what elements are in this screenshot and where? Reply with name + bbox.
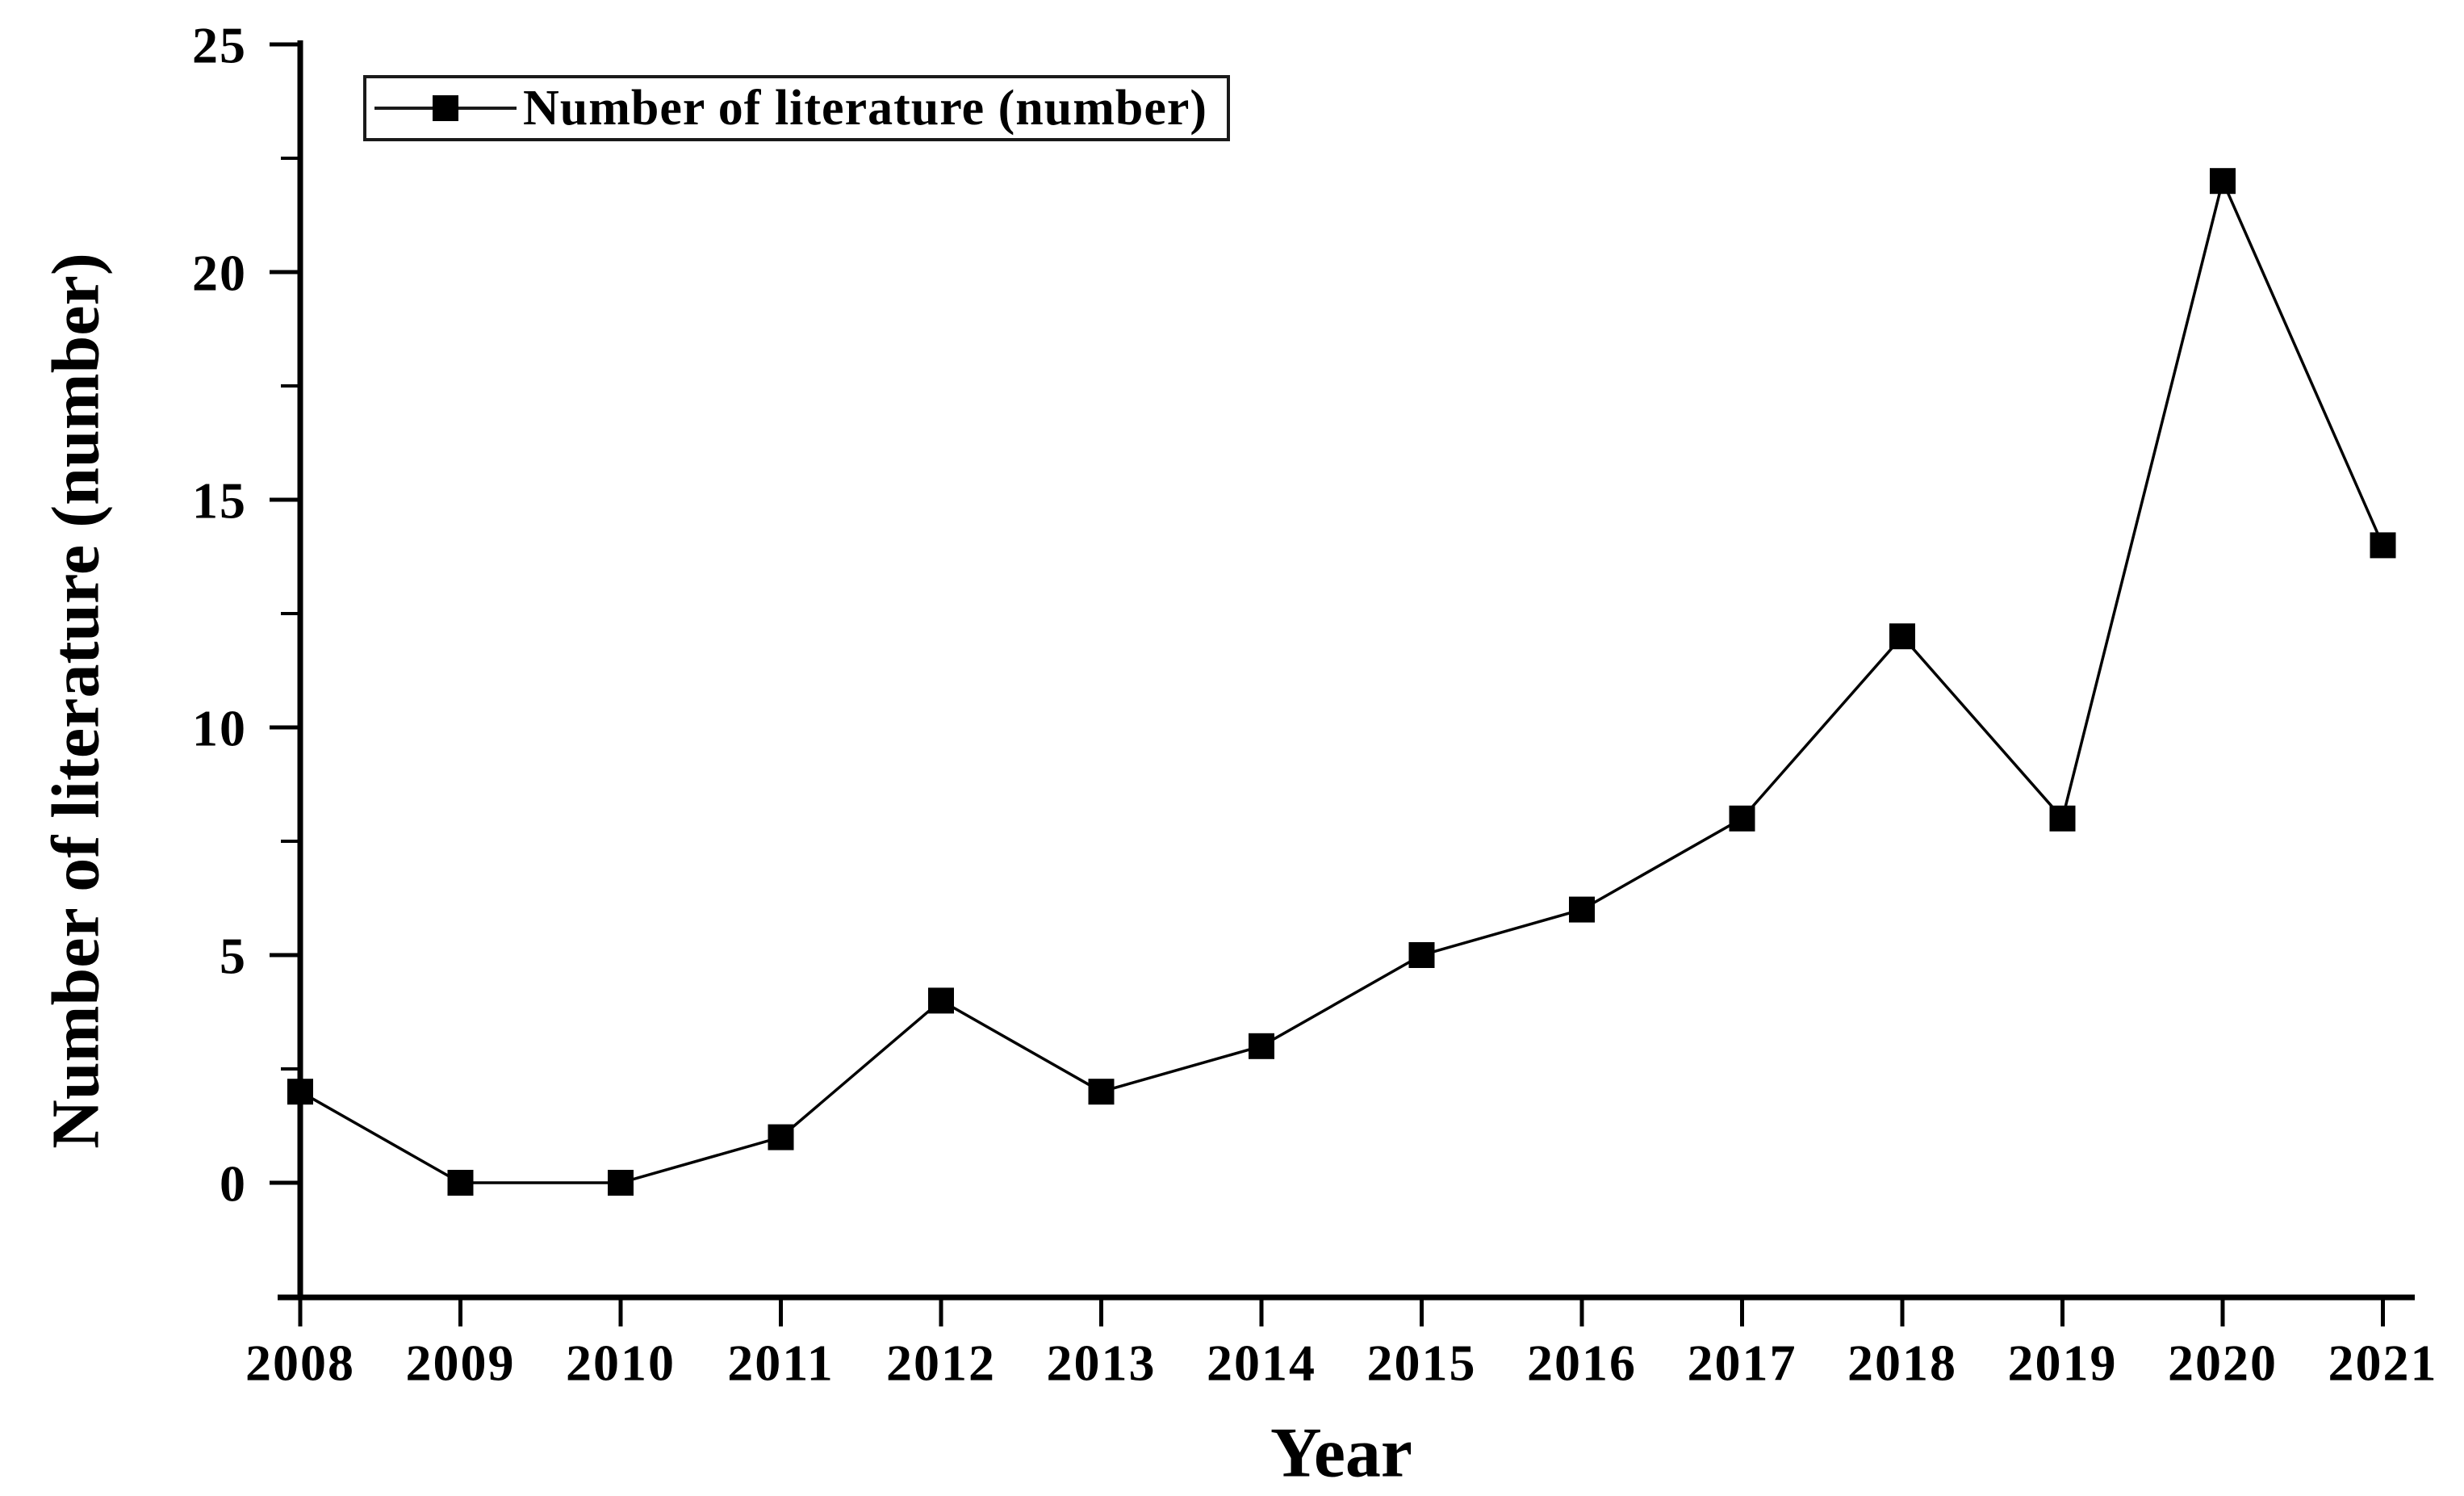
x-axis-title: Year (1270, 1414, 1412, 1493)
data-point-marker (447, 1170, 474, 1196)
series-line (299, 176, 2385, 1184)
data-point-marker (1408, 942, 1435, 968)
data-point-marker (1569, 896, 1595, 923)
x-tick-label: 2021 (2328, 1334, 2438, 1391)
x-tick-label: 2017 (1688, 1334, 1797, 1391)
data-point-marker (1729, 805, 1755, 832)
data-point-marker (1249, 1033, 1274, 1059)
data-point-marker (2210, 168, 2236, 195)
x-tick-label: 2013 (1047, 1334, 1157, 1391)
data-point-marker (2049, 805, 2076, 832)
data-point-marker (768, 1124, 794, 1150)
axes: 0 5 10 15 20 25 2008 2009 2010 2011 2012 2013 2014 20… (192, 16, 2438, 1391)
x-tick-label: 2012 (886, 1334, 996, 1391)
data-point-marker (928, 987, 954, 1014)
y-axis-title: Number of literature (number) (38, 253, 114, 1149)
x-tick-label: 2018 (1847, 1334, 1957, 1391)
data-series (287, 168, 2396, 1196)
x-tick-label: 2015 (1367, 1334, 1477, 1391)
data-point-marker (287, 1079, 313, 1105)
legend-line-sample (374, 95, 517, 121)
y-tick-label: 0 (220, 1154, 247, 1212)
legend-square-marker-icon (433, 95, 458, 121)
legend-label: Number of literature (number) (523, 81, 1208, 136)
data-point-marker (608, 1170, 634, 1196)
x-tick-label: 2016 (1527, 1334, 1637, 1391)
x-tick-label: 2014 (1207, 1334, 1316, 1391)
data-point-marker (1889, 623, 1915, 650)
y-tick-label: 10 (192, 699, 247, 756)
x-tick-label: 2009 (406, 1334, 516, 1391)
x-tick-label: 2019 (2008, 1334, 2118, 1391)
x-tick-label: 2008 (245, 1334, 355, 1391)
data-point-marker (1088, 1079, 1115, 1105)
y-tick-label: 20 (192, 244, 247, 301)
y-tick-label: 15 (192, 471, 247, 529)
x-tick-label: 2020 (2168, 1334, 2278, 1391)
y-tick-label: 5 (220, 927, 247, 984)
x-tick-label: 2011 (727, 1334, 834, 1391)
chart-legend: Number of literature (number) (363, 75, 1231, 141)
y-tick-label: 25 (192, 16, 247, 73)
x-tick-label: 2010 (566, 1334, 676, 1391)
data-point-marker (2370, 532, 2396, 559)
